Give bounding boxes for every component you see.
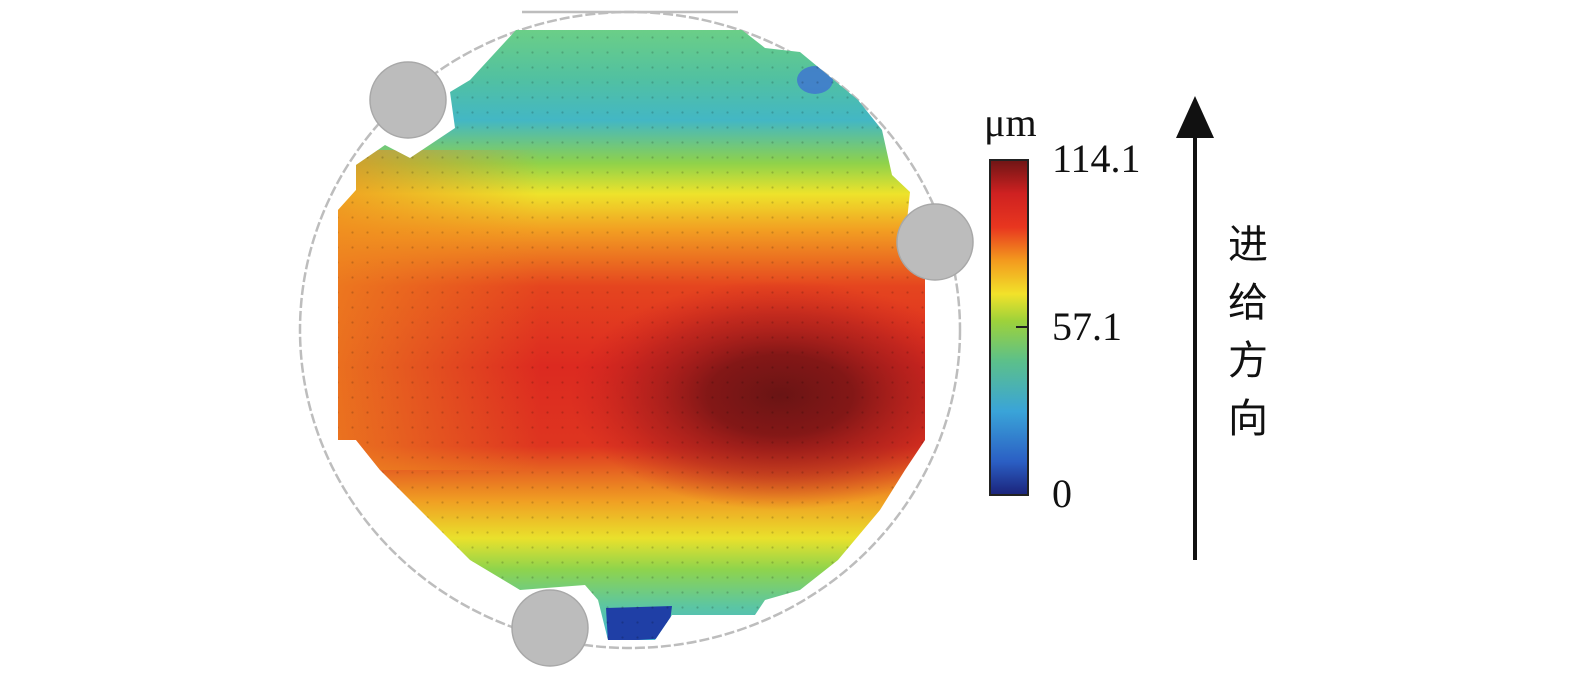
clamp-top-left (369, 61, 447, 139)
clamp-bottom (511, 589, 589, 667)
colorbar-tick-min: 0 (1052, 471, 1072, 516)
colorbar: μm 114.1 57.1 0 (984, 100, 1141, 516)
feed-direction-char-4: 向 (1228, 396, 1268, 442)
feed-direction-char-2: 给 (1228, 280, 1268, 326)
colorbar-tick-max: 114.1 (1052, 136, 1141, 181)
colorbar-tick-mid-label: 57.1 (1052, 304, 1122, 349)
feed-direction: 进 给 方 向 (1176, 96, 1268, 560)
arrow-up-icon (1176, 96, 1214, 138)
colorbar-unit: μm (984, 100, 1037, 145)
feed-direction-char-3: 方 (1228, 338, 1268, 384)
feed-direction-char-1: 进 (1228, 222, 1268, 268)
clamp-right (896, 203, 974, 281)
